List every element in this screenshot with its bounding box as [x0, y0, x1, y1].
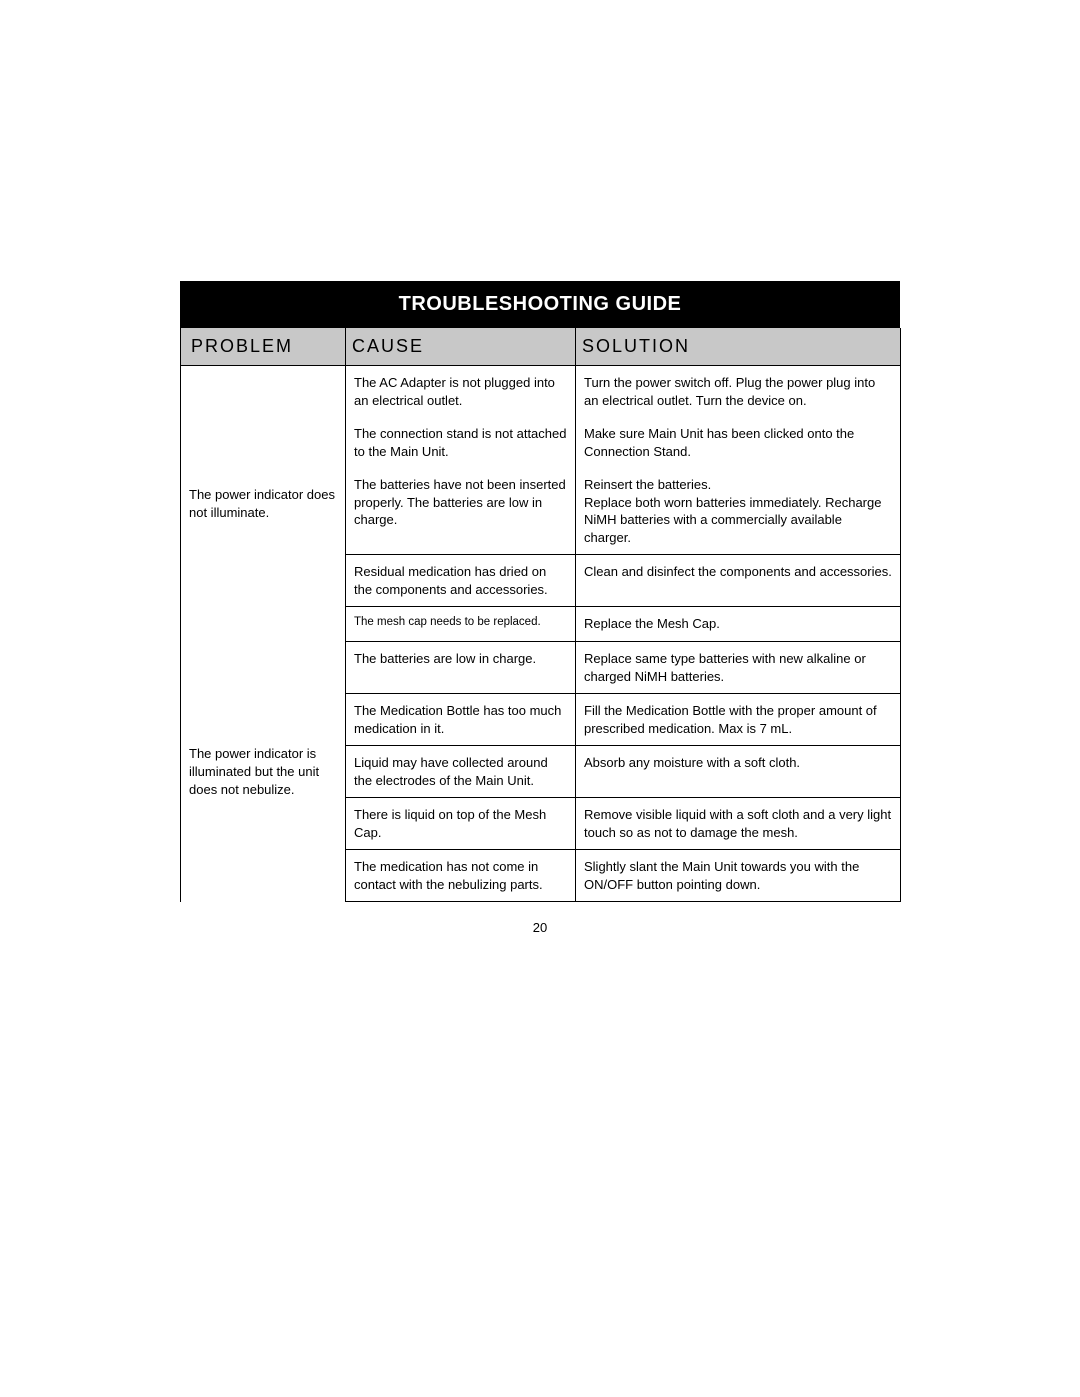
- table-header-row: PROBLEM CAUSE SOLUTION: [181, 328, 901, 366]
- cause-cell: The AC Adapter is not plugged into an el…: [346, 366, 576, 418]
- troubleshooting-table: PROBLEM CAUSE SOLUTION The power indicat…: [180, 328, 901, 902]
- solution-cell: Slightly slant the Main Unit towards you…: [576, 850, 901, 902]
- solution-cell: Remove visible liquid with a soft cloth …: [576, 798, 901, 850]
- cause-cell: The batteries are low in charge.: [346, 642, 576, 694]
- solution-cell: Reinsert the batteries. Replace both wor…: [576, 468, 901, 555]
- table-row: The power indicator is illuminated but t…: [181, 642, 901, 694]
- cause-cell: The Medication Bottle has too much medic…: [346, 694, 576, 746]
- solution-cell: Replace same type batteries with new alk…: [576, 642, 901, 694]
- solution-cell: Absorb any moisture with a soft cloth.: [576, 746, 901, 798]
- problem-cell: The power indicator does not illuminate.: [181, 366, 346, 642]
- header-solution: SOLUTION: [576, 328, 901, 366]
- cause-cell: Residual medication has dried on the com…: [346, 555, 576, 607]
- cause-cell: Liquid may have collected around the ele…: [346, 746, 576, 798]
- title-bar: TROUBLESHOOTING GUIDE: [180, 281, 900, 328]
- header-cause: CAUSE: [346, 328, 576, 366]
- title-text: TROUBLESHOOTING GUIDE: [399, 293, 682, 315]
- cause-cell: The batteries have not been inserted pro…: [346, 468, 576, 555]
- solution-cell: Make sure Main Unit has been clicked ont…: [576, 417, 901, 468]
- header-problem: PROBLEM: [181, 328, 346, 366]
- table-row: The power indicator does not illuminate.…: [181, 366, 901, 418]
- cause-cell: The connection stand is not attached to …: [346, 417, 576, 468]
- cause-cell: The medication has not come in contact w…: [346, 850, 576, 902]
- cause-cell: The mesh cap needs to be replaced.: [346, 607, 576, 642]
- solution-cell: Fill the Medication Bottle with the prop…: [576, 694, 901, 746]
- solution-cell: Clean and disinfect the components and a…: [576, 555, 901, 607]
- problem-cell: The power indicator is illuminated but t…: [181, 642, 346, 902]
- solution-cell: Replace the Mesh Cap.: [576, 607, 901, 642]
- cause-cell: There is liquid on top of the Mesh Cap.: [346, 798, 576, 850]
- document-page: TROUBLESHOOTING GUIDE PROBLEM CAUSE SOLU…: [0, 0, 1080, 1397]
- content-area: TROUBLESHOOTING GUIDE PROBLEM CAUSE SOLU…: [180, 281, 900, 935]
- solution-cell: Turn the power switch off. Plug the powe…: [576, 366, 901, 418]
- page-number: 20: [180, 920, 900, 935]
